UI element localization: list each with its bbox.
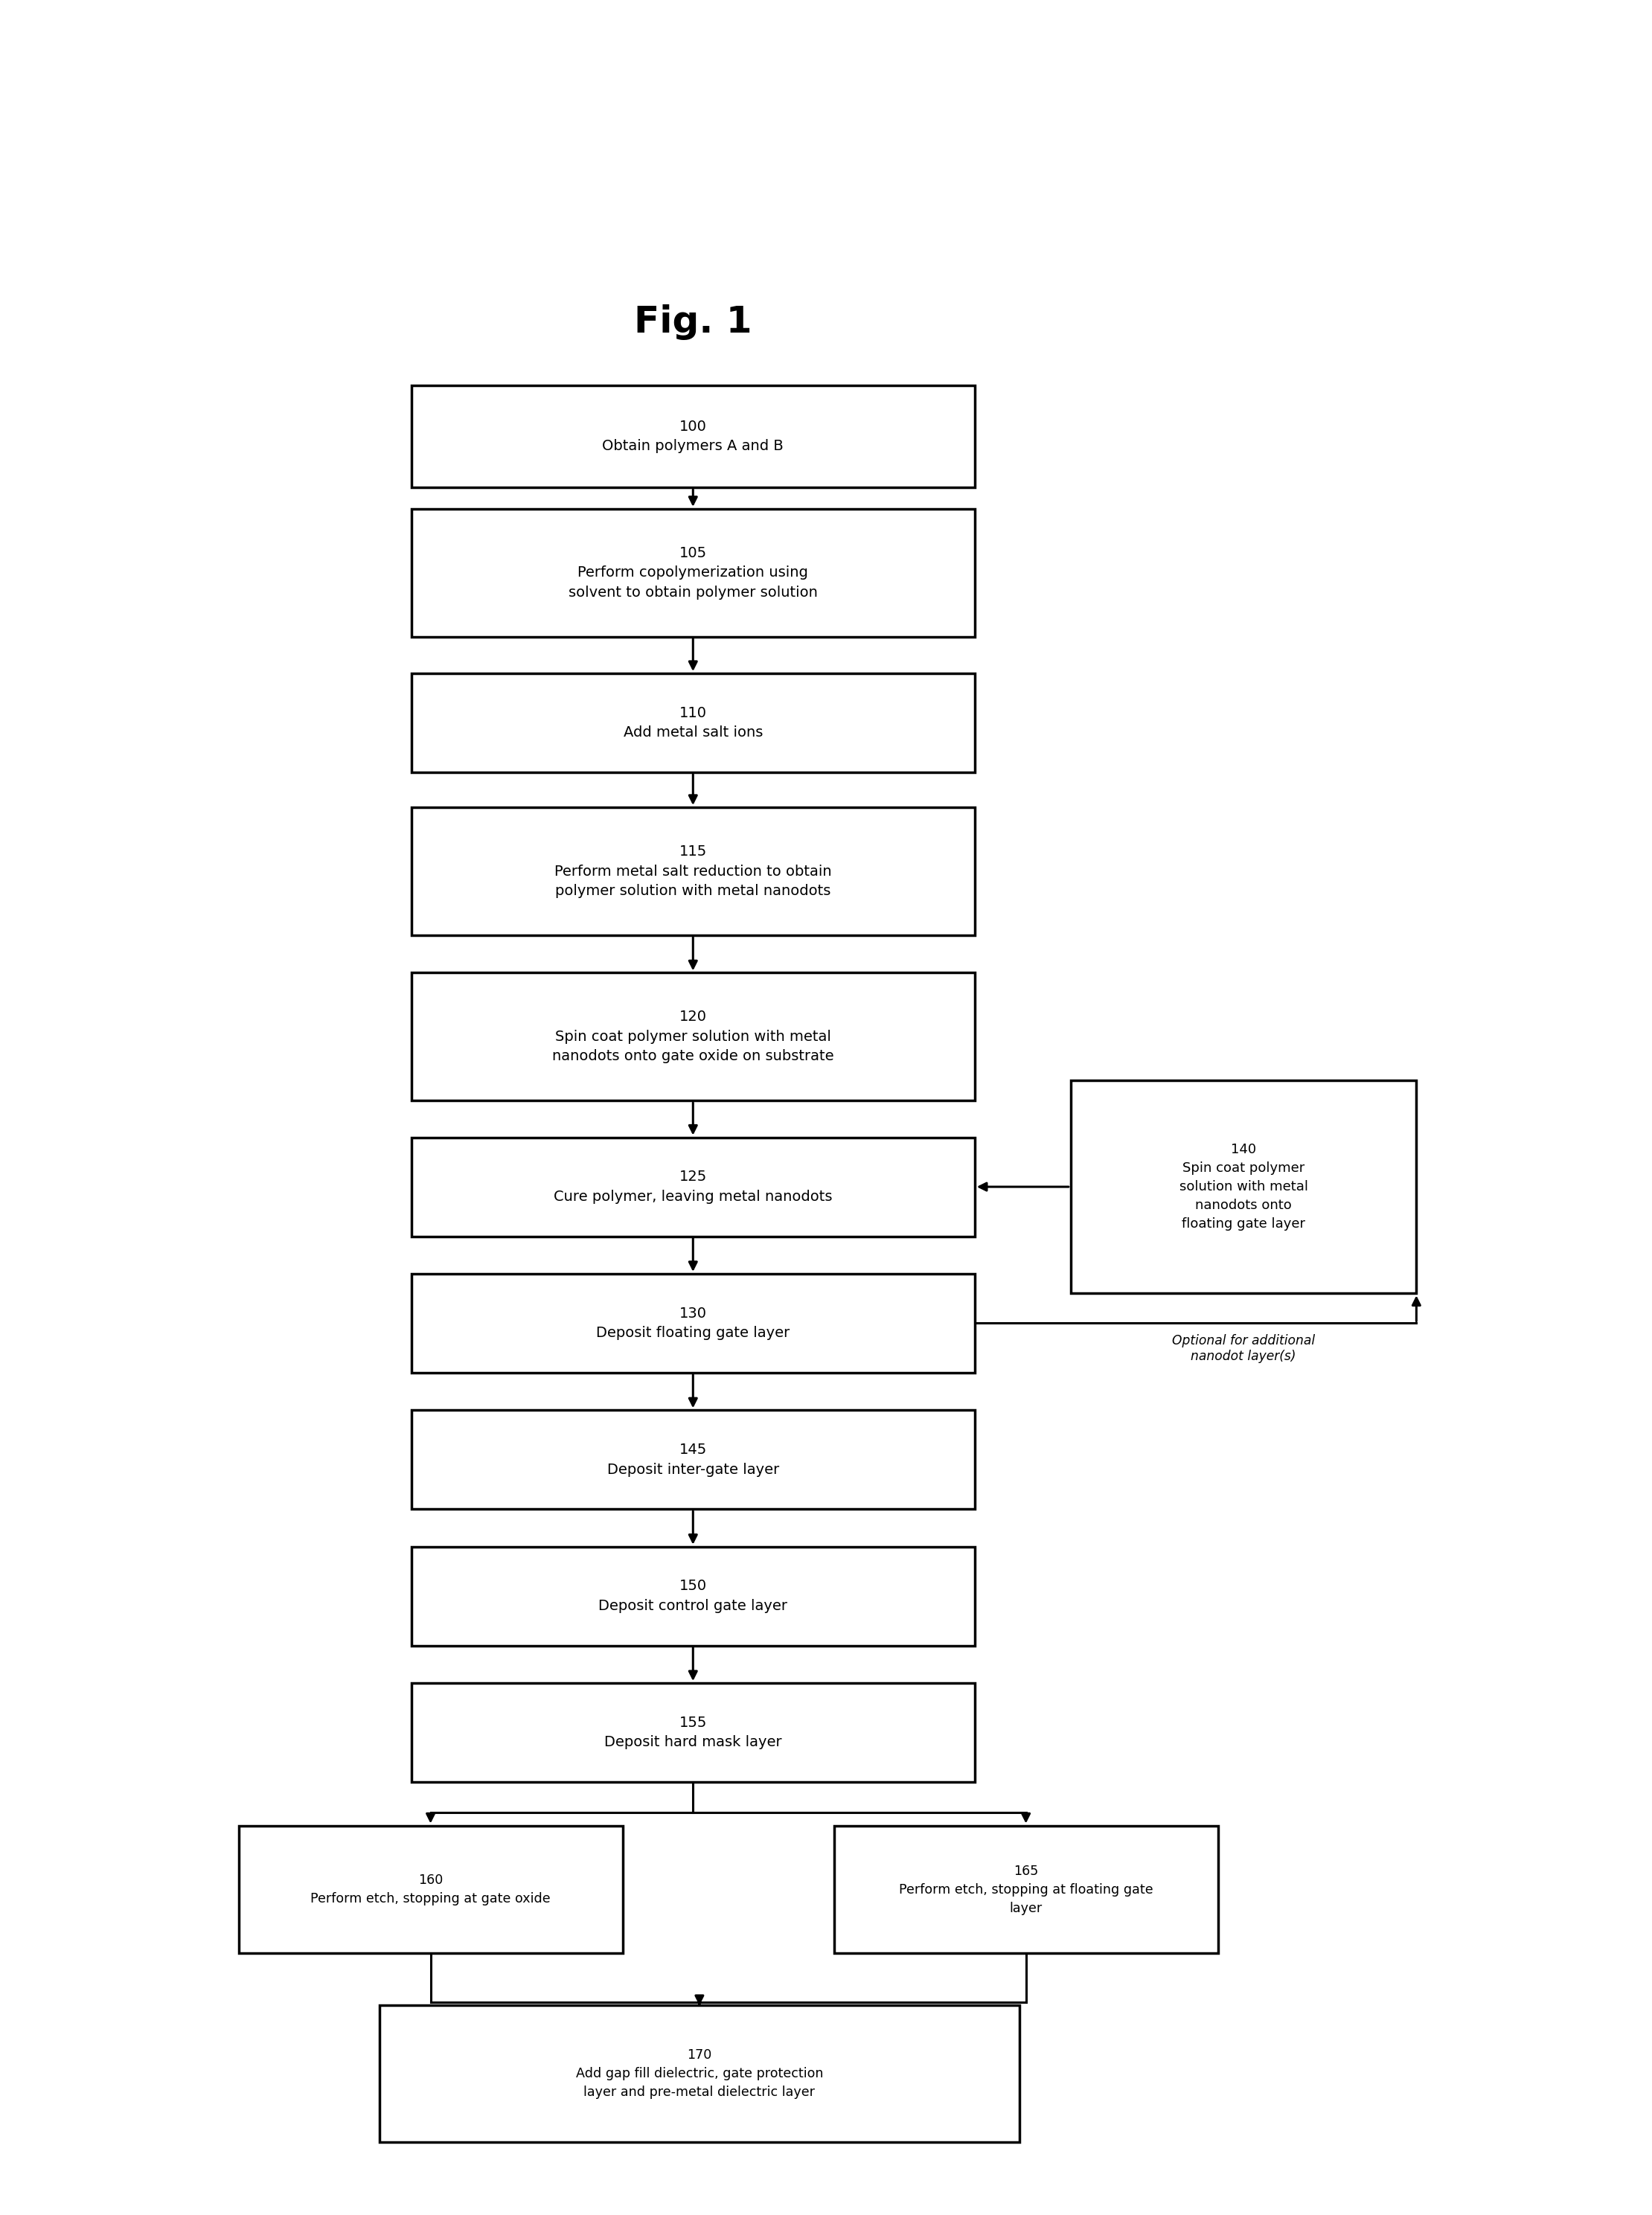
Bar — [411, 1136, 975, 1236]
Text: 170
Add gap fill dielectric, gate protection
layer and pre-metal dielectric laye: 170 Add gap fill dielectric, gate protec… — [575, 2049, 823, 2100]
Text: 130
Deposit floating gate layer: 130 Deposit floating gate layer — [596, 1307, 790, 1340]
Text: 155
Deposit hard mask layer: 155 Deposit hard mask layer — [605, 1717, 781, 1750]
Text: 165
Perform etch, stopping at floating gate
layer: 165 Perform etch, stopping at floating g… — [899, 1865, 1153, 1914]
Bar — [411, 1546, 975, 1646]
Text: 145
Deposit inter-gate layer: 145 Deposit inter-gate layer — [606, 1442, 780, 1477]
Bar — [411, 385, 975, 487]
Bar — [1070, 1081, 1416, 1294]
Bar — [380, 2005, 1019, 2142]
Text: Fig. 1: Fig. 1 — [634, 303, 752, 339]
Bar — [411, 1683, 975, 1783]
Text: 125
Cure polymer, leaving metal nanodots: 125 Cure polymer, leaving metal nanodots — [553, 1170, 833, 1203]
Text: 115
Perform metal salt reduction to obtain
polymer solution with metal nanodots: 115 Perform metal salt reduction to obta… — [555, 844, 831, 897]
Text: 110
Add metal salt ions: 110 Add metal salt ions — [623, 707, 763, 740]
Text: 140
Spin coat polymer
solution with metal
nanodots onto
floating gate layer: 140 Spin coat polymer solution with meta… — [1180, 1143, 1308, 1232]
Bar — [411, 806, 975, 935]
Text: 120
Spin coat polymer solution with metal
nanodots onto gate oxide on substrate: 120 Spin coat polymer solution with meta… — [552, 1010, 834, 1063]
Text: 160
Perform etch, stopping at gate oxide: 160 Perform etch, stopping at gate oxide — [311, 1874, 550, 1905]
Bar — [411, 509, 975, 636]
Bar — [411, 1274, 975, 1373]
Bar — [411, 1411, 975, 1508]
Bar — [411, 972, 975, 1101]
Bar — [238, 1825, 623, 1954]
Text: 105
Perform copolymerization using
solvent to obtain polymer solution: 105 Perform copolymerization using solve… — [568, 547, 818, 600]
Bar — [411, 673, 975, 773]
Bar — [834, 1825, 1218, 1954]
Text: 100
Obtain polymers A and B: 100 Obtain polymers A and B — [603, 419, 783, 454]
Text: Optional for additional
nanodot layer(s): Optional for additional nanodot layer(s) — [1171, 1333, 1315, 1362]
Text: 150
Deposit control gate layer: 150 Deposit control gate layer — [598, 1579, 788, 1613]
